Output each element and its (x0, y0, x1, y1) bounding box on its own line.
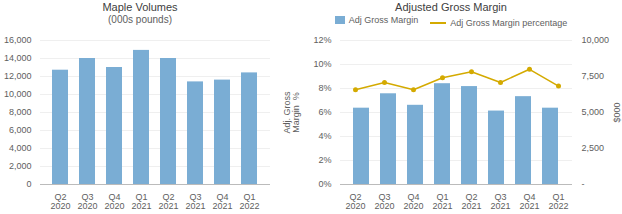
svg-text:6,000: 6,000 (9, 125, 32, 135)
svg-text:Q32021: Q32021 (490, 192, 510, 211)
svg-text:Q12021: Q12021 (432, 192, 452, 211)
svg-text:10,000: 10,000 (4, 89, 32, 99)
svg-text:5,000: 5,000 (582, 107, 605, 117)
svg-text:12%: 12% (313, 35, 331, 45)
svg-text:Q22020: Q22020 (50, 192, 70, 211)
svg-text:0%: 0% (318, 179, 331, 189)
svg-text:16,000: 16,000 (4, 35, 32, 45)
svg-text:14,000: 14,000 (4, 53, 32, 63)
svg-text:Adj. GrossMargin %: Adj. GrossMargin % (282, 91, 301, 134)
html-text:Adj Gross Margin percentage: Adj Gross Margin percentage (450, 18, 568, 28)
svg-text:12,000: 12,000 (4, 71, 32, 81)
svg-text:8,000: 8,000 (9, 107, 32, 117)
svg-text:Q22021: Q22021 (461, 192, 481, 211)
svg-text:Q32020: Q32020 (77, 192, 97, 211)
svg-text:4,000: 4,000 (9, 143, 32, 153)
svg-text:4%: 4% (318, 131, 331, 141)
svg-text:Q42021: Q42021 (519, 192, 539, 211)
svg-text:Q22021: Q22021 (158, 192, 178, 211)
svg-text:Q42020: Q42020 (104, 192, 124, 211)
svg-text:6%: 6% (318, 107, 331, 117)
svg-text:0: 0 (26, 179, 31, 189)
svg-text:10,000: 10,000 (582, 35, 610, 45)
html-text:Adjusted Gross Margin: Adjusted Gross Margin (395, 1, 507, 13)
svg-text:7,500: 7,500 (582, 71, 605, 81)
svg-text:Q12021: Q12021 (131, 192, 151, 211)
svg-text:2,000: 2,000 (9, 161, 32, 171)
svg-text:2,500: 2,500 (582, 143, 605, 153)
svg-text:Q12022: Q12022 (239, 192, 259, 211)
html-text:Adj Gross Margin: Adj Gross Margin (348, 15, 419, 25)
html-text:Maple Volumes: Maple Volumes (102, 1, 178, 13)
svg-text:Q12022: Q12022 (548, 192, 568, 211)
svg-text:Q42021: Q42021 (212, 192, 232, 211)
svg-text:$000: $000 (612, 102, 622, 122)
svg-text:2%: 2% (318, 155, 331, 165)
html-text:(000s pounds): (000s pounds) (108, 14, 172, 25)
svg-text:8%: 8% (318, 83, 331, 93)
svg-text:Q32021: Q32021 (185, 192, 205, 211)
svg-text:Q32020: Q32020 (374, 192, 394, 211)
svg-text:Q42020: Q42020 (403, 192, 423, 211)
svg-text:Q22020: Q22020 (345, 192, 365, 211)
svg-text:10%: 10% (313, 59, 331, 69)
svg-text:-: - (582, 179, 585, 189)
